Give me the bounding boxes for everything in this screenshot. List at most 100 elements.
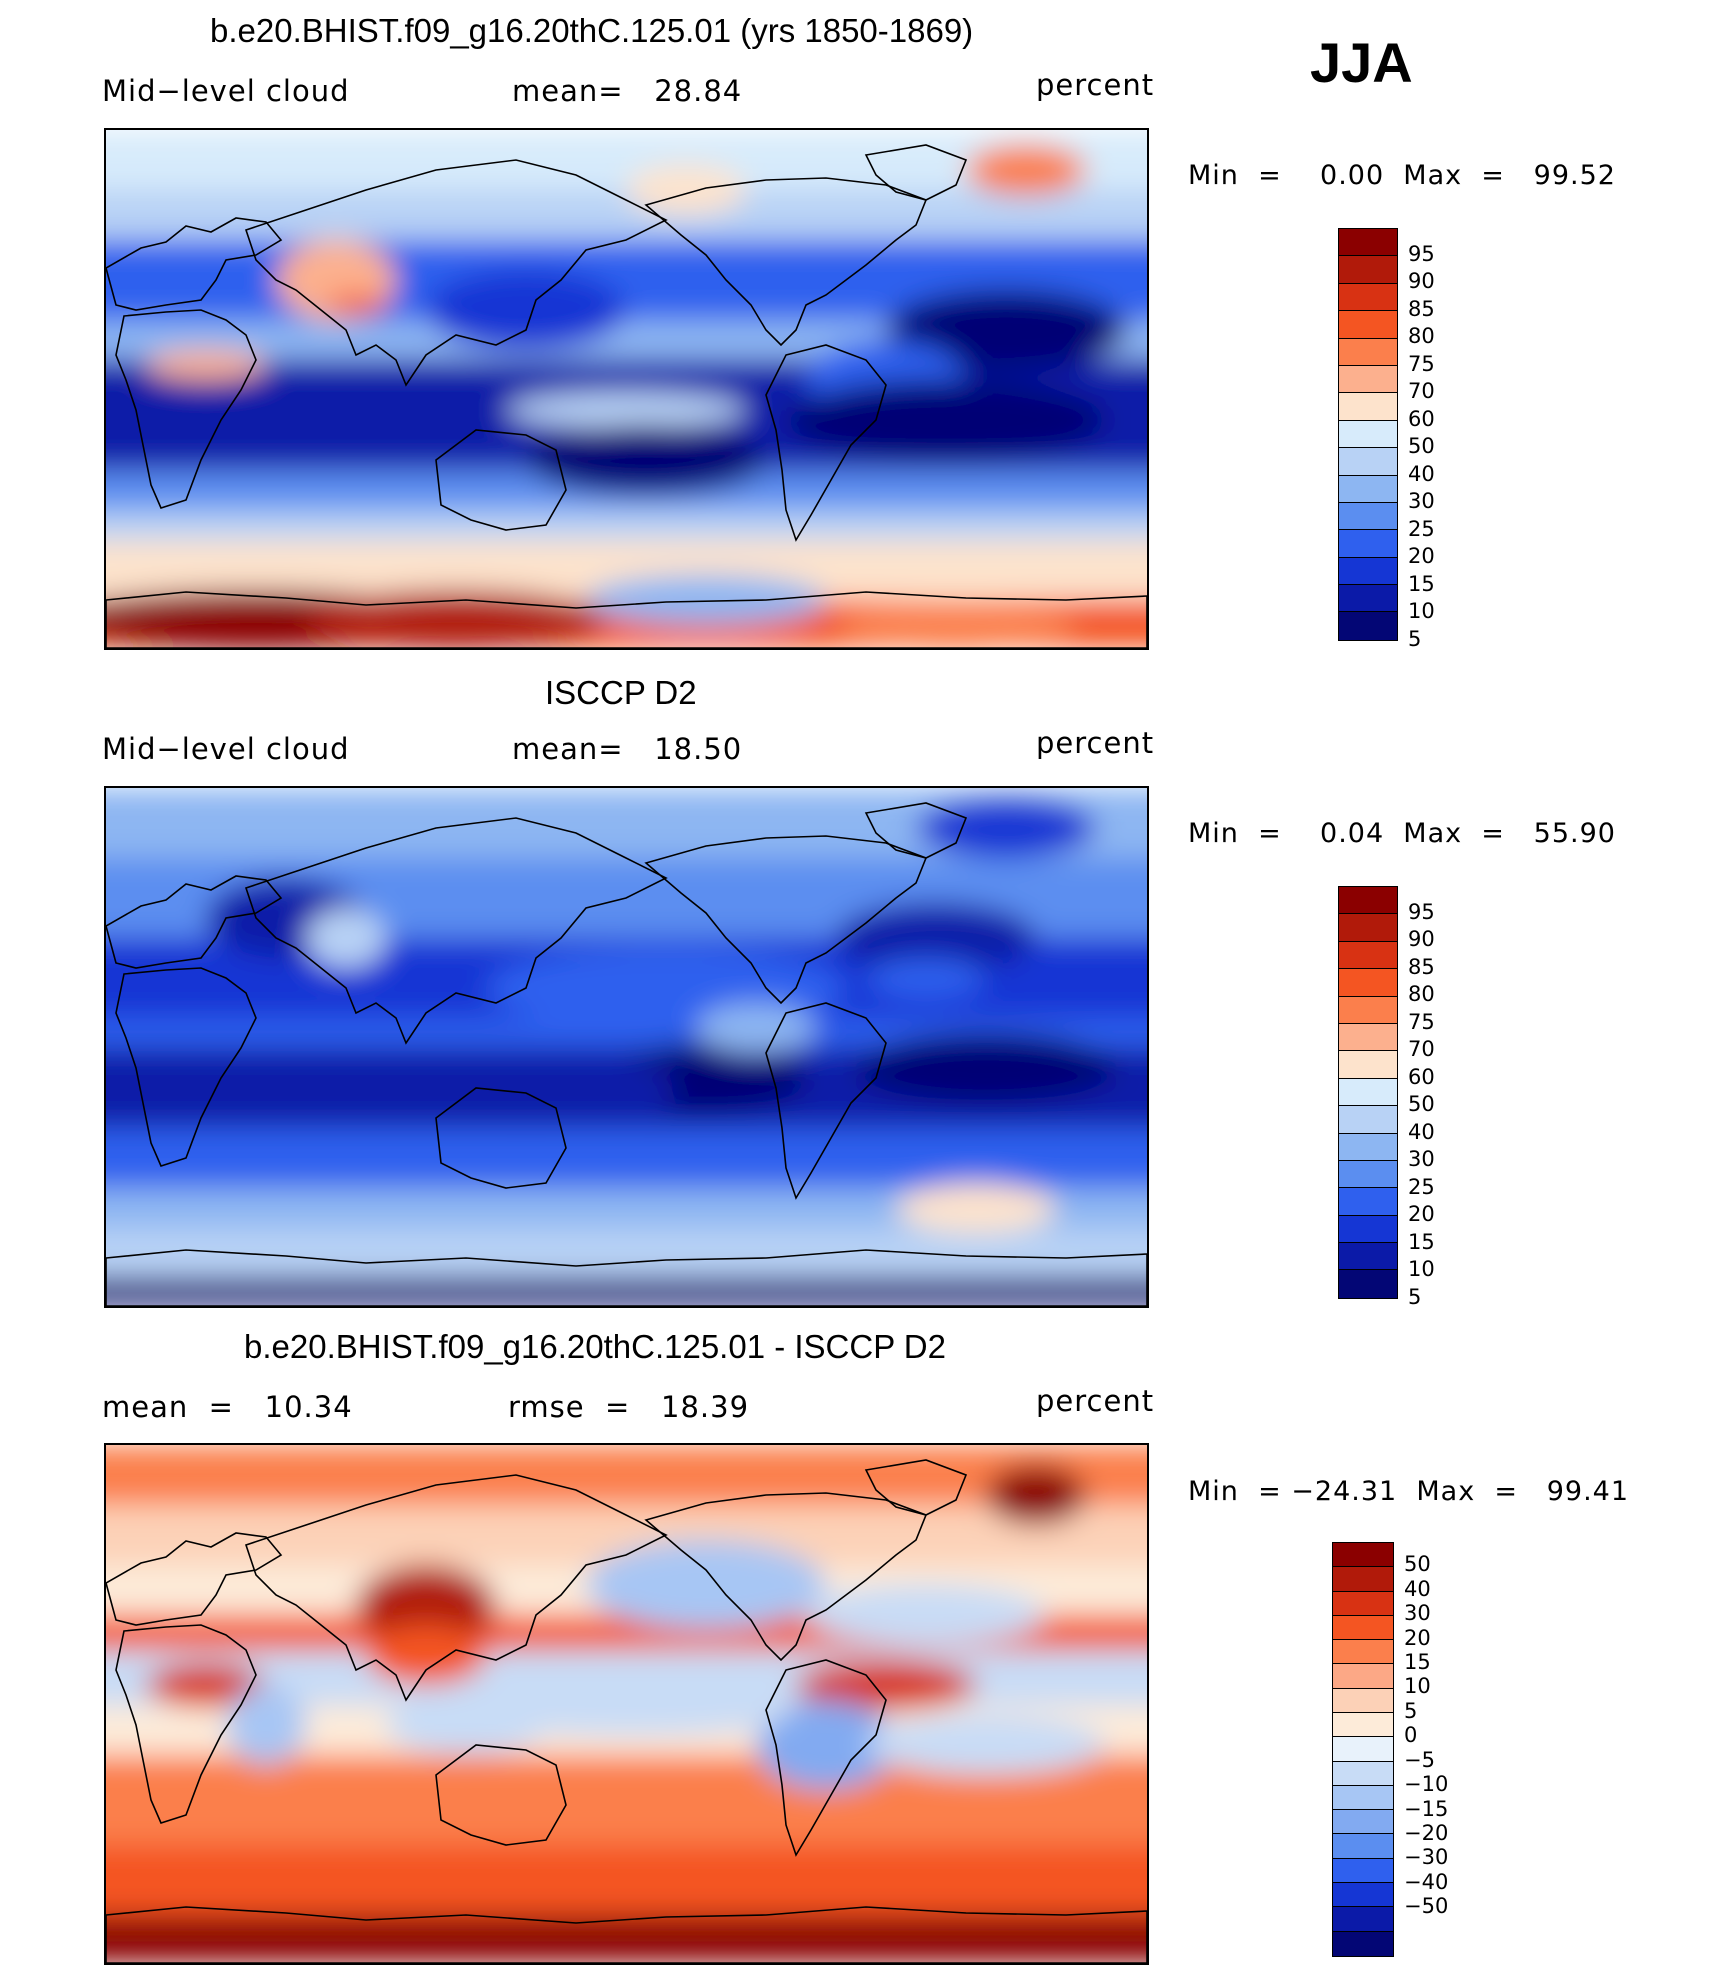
colorbar-swatch	[1339, 1215, 1397, 1244]
coastlines	[106, 144, 1147, 648]
colorbar-swatch	[1339, 229, 1397, 257]
colorbar-tick-label: 20	[1404, 1625, 1431, 1650]
colorbar-swatch	[1339, 311, 1397, 339]
colorbar-swatch	[1333, 1834, 1393, 1859]
colorbar-tick-label: 70	[1408, 1037, 1435, 1062]
colorbar-swatch	[1339, 393, 1397, 421]
colorbar-tick-label: −5	[1404, 1747, 1435, 1772]
colorbar-swatch	[1333, 1810, 1393, 1835]
colorbar-swatch	[1333, 1640, 1393, 1665]
mean-value: mean = 10.34	[102, 1390, 353, 1424]
min-max-label: Min = 0.00 Max = 99.52	[1188, 160, 1616, 191]
colorbar-swatch	[1333, 1615, 1393, 1641]
colorbar-swatch	[1339, 475, 1397, 503]
colorbar-swatch	[1339, 420, 1397, 449]
colorbar-swatch	[1339, 941, 1397, 970]
colorbar-tick-label: 80	[1408, 982, 1435, 1007]
colorbar-tick-label: −15	[1404, 1796, 1449, 1821]
colorbar-tick-label: 60	[1408, 1064, 1435, 1089]
colorbar-tick-label: −40	[1404, 1869, 1449, 1894]
colorbar-swatch	[1339, 969, 1397, 997]
colorbar-tick-label: 75	[1408, 351, 1435, 376]
colorbar-swatch	[1333, 1907, 1393, 1932]
panel-title: b.e20.BHIST.f09_g16.20thC.125.01 - ISCCP…	[244, 1328, 946, 1365]
colorbar-tick-label: 5	[1404, 1698, 1418, 1723]
units-label: percent	[1036, 726, 1155, 760]
colorbar-swatch	[1333, 1543, 1393, 1568]
colorbar-swatch	[1339, 1051, 1397, 1079]
colorbar-swatch	[1339, 1078, 1397, 1107]
rmse-value: rmse = 18.39	[508, 1390, 750, 1424]
colorbar-tick-label: 90	[1408, 269, 1435, 294]
colorbar-tick-label: 20	[1408, 1202, 1435, 1227]
colorbar-swatch	[1339, 585, 1397, 613]
colorbar-tick-label: 95	[1408, 899, 1435, 924]
colorbar-swatch	[1339, 448, 1397, 476]
colorbar-tick-label: 30	[1404, 1601, 1431, 1626]
colorbar-swatch	[1339, 530, 1397, 558]
panel-title: ISCCP D2	[545, 674, 697, 711]
colorbar-swatch	[1339, 283, 1397, 312]
colorbar-tick-label: −20	[1404, 1820, 1449, 1845]
colorbar-tick-label: 15	[1408, 571, 1435, 596]
colorbar-tick-label: 5	[1408, 1285, 1422, 1309]
colorbar-swatch	[1339, 338, 1397, 366]
colorbar-tick-label: 25	[1408, 516, 1435, 541]
colorbar-tick-label: 30	[1408, 1147, 1435, 1172]
colorbar-tick-label: 15	[1404, 1650, 1431, 1675]
panel-title: b.e20.BHIST.f09_g16.20thC.125.01 (yrs 18…	[210, 12, 974, 49]
colorbar-tick-label: −10	[1404, 1772, 1449, 1797]
colorbar-swatch	[1339, 1188, 1397, 1216]
colorbar-swatch	[1333, 1858, 1393, 1883]
min-max-label: Min = 0.04 Max = 55.90	[1188, 818, 1616, 849]
colorbar-swatch	[1339, 256, 1397, 284]
colorbar-swatch	[1333, 1931, 1393, 1956]
colorbar-swatch	[1333, 1882, 1393, 1908]
colorbar-tick-label: 40	[1408, 461, 1435, 486]
colorbar-tick-label: 10	[1408, 1257, 1435, 1282]
colorbar-tick-label: 50	[1408, 434, 1435, 459]
units-label: percent	[1036, 1384, 1155, 1418]
colorbar-tick-label: 5	[1408, 627, 1422, 651]
colorbar-swatch	[1339, 502, 1397, 531]
coastlines	[106, 1459, 1147, 1963]
colorbar-swatch	[1333, 1664, 1393, 1689]
variable-label: Mid−level cloud	[102, 74, 350, 108]
min-max-label: Min = −24.31 Max = 99.41	[1188, 1476, 1630, 1507]
colorbar-swatch	[1339, 1023, 1397, 1052]
colorbar-swatch	[1333, 1712, 1393, 1738]
colorbar-swatch	[1333, 1591, 1393, 1616]
colorbar-tick-label: 15	[1408, 1229, 1435, 1254]
colorbar-swatch	[1339, 612, 1397, 640]
colorbar-tick-label: 85	[1408, 296, 1435, 321]
colorbar-tick-label: 50	[1408, 1092, 1435, 1117]
colorbar-tick-label: 40	[1404, 1576, 1431, 1601]
colorbar-swatch	[1333, 1567, 1393, 1592]
colorbar	[1338, 886, 1398, 1299]
variable-label: Mid−level cloud	[102, 732, 350, 766]
colorbar-tick-label: 60	[1408, 406, 1435, 431]
colorbar-swatch	[1333, 1688, 1393, 1713]
colorbar-tick-label: −50	[1404, 1894, 1449, 1919]
colorbar	[1338, 228, 1398, 641]
colorbar-tick-label: 70	[1408, 379, 1435, 404]
colorbar-tick-label: 20	[1408, 544, 1435, 569]
colorbar-tick-label: −30	[1404, 1845, 1449, 1870]
colorbar	[1332, 1542, 1394, 1957]
colorbar-swatch	[1333, 1761, 1393, 1786]
colorbar-swatch	[1339, 996, 1397, 1024]
season-label: JJA	[1310, 31, 1413, 94]
colorbar-tick-label: 25	[1408, 1174, 1435, 1199]
colorbar-swatch	[1333, 1785, 1393, 1811]
colorbar-tick-label: 95	[1408, 241, 1435, 266]
map-plot	[104, 1443, 1149, 1965]
colorbar-swatch	[1339, 1270, 1397, 1298]
map-plot	[104, 128, 1149, 650]
colorbar-tick-label: 40	[1408, 1119, 1435, 1144]
colorbar-tick-label: 80	[1408, 324, 1435, 349]
colorbar-tick-label: 0	[1404, 1723, 1418, 1748]
map-plot	[104, 786, 1149, 1308]
colorbar-tick-label: 75	[1408, 1009, 1435, 1034]
colorbar-tick-label: 30	[1408, 489, 1435, 514]
colorbar-tick-label: 10	[1408, 599, 1435, 624]
